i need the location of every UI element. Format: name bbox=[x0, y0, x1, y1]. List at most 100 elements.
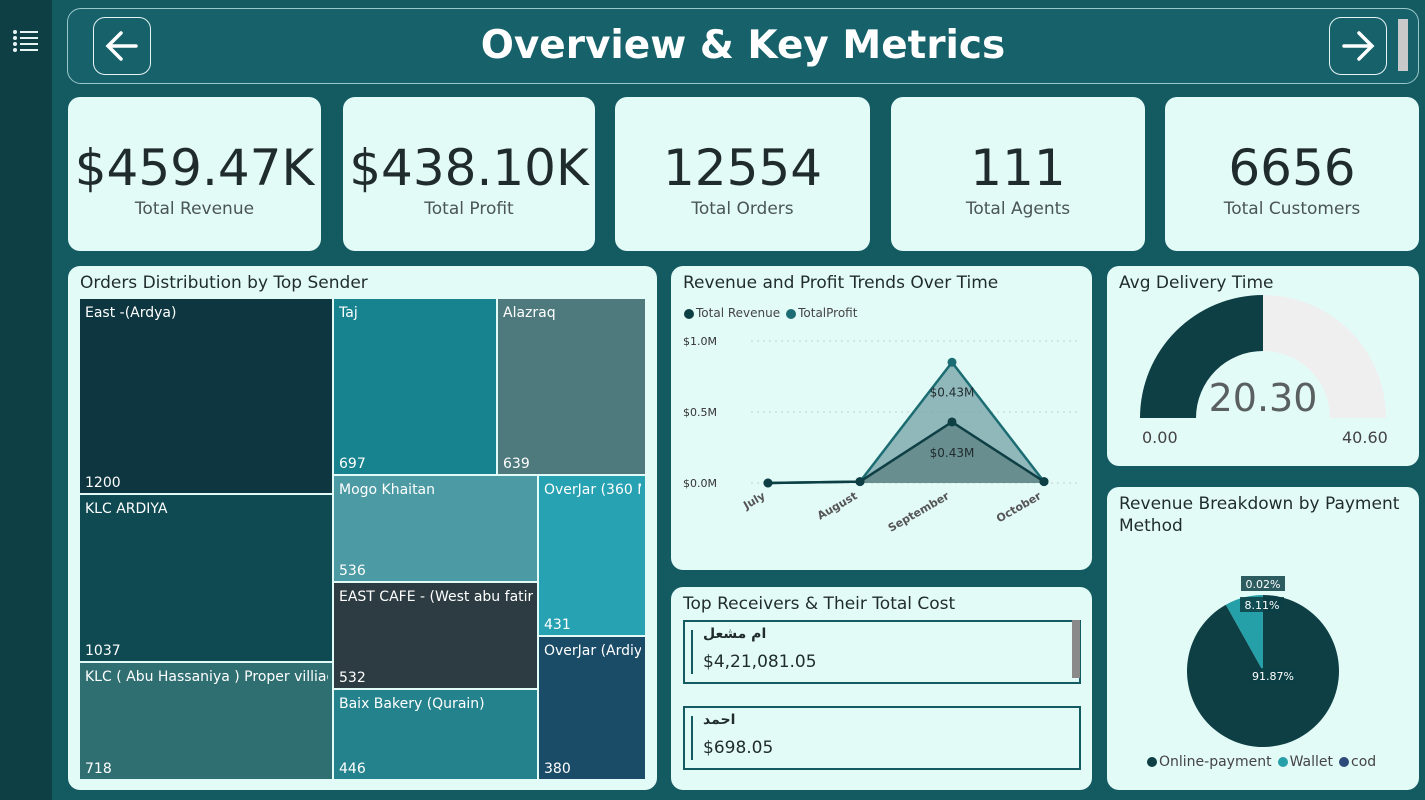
kpi-total-revenue: $459.47K Total Revenue bbox=[68, 97, 321, 251]
kpi-label: Total Profit bbox=[424, 199, 514, 219]
receiver-cost: $698.05 bbox=[703, 738, 774, 758]
treemap-tile[interactable]: Mogo Khaitan 536 bbox=[333, 475, 538, 582]
gauge-fill bbox=[1140, 295, 1263, 418]
pie-data-label: 8.11% bbox=[1245, 599, 1280, 612]
kpi-label: Total Customers bbox=[1223, 199, 1361, 219]
legend-item[interactable]: Online-payment bbox=[1147, 754, 1272, 770]
payment-card: Revenue Breakdown by Payment Method 0.02… bbox=[1107, 487, 1419, 790]
kpi-value: 6656 bbox=[1228, 139, 1356, 197]
tile-label: OverJar (360 Mall) bbox=[544, 482, 641, 498]
kpi-total-orders: 12554 Total Orders bbox=[615, 97, 870, 251]
y-tick-label: $0.5M bbox=[683, 406, 717, 419]
treemap-tile[interactable]: East -(Ardya) 1200 bbox=[79, 298, 333, 494]
receiver-name: ام مشعل bbox=[703, 626, 767, 642]
tile-label: East -(Ardya) bbox=[85, 305, 177, 321]
pie-label-bg bbox=[1240, 597, 1284, 612]
kpi-value: $438.10K bbox=[349, 139, 589, 197]
payment-title: Revenue Breakdown by Payment Method bbox=[1119, 494, 1400, 536]
legend-label: cod bbox=[1351, 754, 1377, 770]
back-button[interactable] bbox=[93, 17, 151, 75]
receiver-card[interactable]: ام مشعل $4,21,081.05 bbox=[683, 620, 1081, 684]
x-tick-label: September bbox=[886, 489, 952, 535]
trend-title: Revenue and Profit Trends Over Time bbox=[683, 273, 999, 293]
kpi-value: 12554 bbox=[662, 139, 823, 197]
treemap-title: Orders Distribution by Top Sender bbox=[80, 273, 368, 293]
tile-value: 1037 bbox=[85, 643, 121, 659]
gauge-title: Avg Delivery Time bbox=[1119, 273, 1274, 293]
sidebar bbox=[0, 0, 52, 800]
treemap-tile[interactable]: OverJar (360 Mall) 431 bbox=[538, 475, 646, 636]
accent-bar bbox=[691, 630, 693, 674]
legend-item[interactable]: TotalProfit bbox=[786, 306, 857, 320]
kpi-value: $459.47K bbox=[74, 139, 315, 197]
kpi-total-agents: 111 Total Agents bbox=[891, 97, 1145, 251]
treemap-tile[interactable]: Baix Bakery (Qurain) 446 bbox=[333, 689, 538, 780]
legend-dot-icon bbox=[786, 308, 797, 319]
kpi-label: Total Agents bbox=[965, 199, 1071, 219]
pie-label-bg bbox=[1251, 668, 1295, 683]
arrow-right-icon bbox=[1342, 31, 1375, 61]
legend-label: TotalProfit bbox=[798, 306, 858, 320]
legend-item[interactable]: cod bbox=[1339, 754, 1376, 770]
menu-list-icon[interactable] bbox=[12, 28, 40, 54]
tile-value: 431 bbox=[544, 617, 571, 633]
trend-card: Revenue and Profit Trends Over Time Tota… bbox=[671, 266, 1092, 570]
pie-slice[interactable] bbox=[1225, 595, 1263, 671]
treemap-tile[interactable]: Taj 697 bbox=[333, 298, 497, 475]
tile-label: EAST CAFE - (West abu fatira) bbox=[339, 589, 533, 605]
arrow-left-icon bbox=[105, 31, 138, 61]
treemap-tile[interactable]: KLC ( Abu Hassaniya ) Proper villiage 71… bbox=[79, 662, 333, 780]
payment-legend: Online-payment Wallet cod bbox=[1147, 754, 1376, 770]
treemap-tile[interactable]: EAST CAFE - (West abu fatira) 532 bbox=[333, 582, 538, 689]
legend-dot-icon bbox=[1277, 757, 1288, 767]
receiver-name: احمد bbox=[703, 712, 736, 728]
tile-label: KLC ( Abu Hassaniya ) Proper villiage bbox=[85, 669, 328, 685]
trend-chart: $1.0M $0.5M $0.0M July August September Octobe… bbox=[683, 335, 1081, 535]
data-point[interactable] bbox=[1039, 477, 1049, 487]
tile-value: 697 bbox=[339, 456, 366, 472]
data-label: $0.43M bbox=[930, 446, 975, 460]
legend-label: Total Revenue bbox=[696, 306, 781, 320]
kpi-value: 111 bbox=[970, 139, 1066, 197]
y-tick-label: $1.0M bbox=[683, 335, 717, 348]
legend-label: Online-payment bbox=[1159, 754, 1272, 770]
legend-dot-icon bbox=[1339, 757, 1349, 767]
legend-label: Wallet bbox=[1289, 754, 1333, 770]
x-tick-label: July bbox=[740, 489, 767, 512]
scrollbar[interactable] bbox=[1398, 19, 1408, 71]
receiver-card[interactable]: احمد $698.05 bbox=[683, 706, 1081, 770]
treemap-card: Orders Distribution by Top Sender East -… bbox=[68, 266, 657, 790]
gauge-value: 20.30 bbox=[1208, 376, 1318, 420]
treemap-tile[interactable]: KLC ARDIYA 1037 bbox=[79, 494, 333, 662]
legend-item[interactable]: Total Revenue bbox=[684, 306, 780, 320]
list-scrollbar[interactable] bbox=[1072, 620, 1080, 678]
tile-value: 532 bbox=[339, 670, 366, 686]
tile-label: KLC ARDIYA bbox=[85, 501, 168, 517]
tile-value: 536 bbox=[339, 563, 366, 579]
data-point[interactable] bbox=[947, 417, 957, 427]
treemap-tile[interactable]: Alazraq 639 bbox=[497, 298, 646, 475]
treemap-tile[interactable]: OverJar (Ardiya) 380 bbox=[538, 636, 646, 780]
tile-value: 446 bbox=[339, 761, 366, 777]
gauge-chart bbox=[1140, 295, 1386, 418]
x-tick-label: August bbox=[815, 489, 859, 522]
kpi-total-profit: $438.10K Total Profit bbox=[343, 97, 595, 251]
kpi-label: Total Orders bbox=[691, 199, 794, 219]
kpi-total-customers: 6656 Total Customers bbox=[1165, 97, 1419, 251]
data-point[interactable] bbox=[855, 477, 865, 487]
gauge-min: 0.00 bbox=[1142, 428, 1178, 447]
gauge-max: 40.60 bbox=[1342, 428, 1388, 447]
data-point[interactable] bbox=[947, 357, 957, 367]
tile-label: Baix Bakery (Qurain) bbox=[339, 696, 485, 712]
legend-item[interactable]: Wallet bbox=[1277, 754, 1333, 770]
kpi-label: Total Revenue bbox=[134, 199, 255, 219]
y-tick-label: $0.0M bbox=[683, 477, 717, 490]
data-point[interactable] bbox=[763, 478, 773, 488]
legend-dot-icon bbox=[1147, 757, 1157, 767]
tile-label: OverJar (Ardiya) bbox=[544, 643, 641, 659]
series-line bbox=[767, 420, 1045, 485]
tile-label: Taj bbox=[339, 305, 358, 321]
next-button[interactable] bbox=[1329, 17, 1387, 75]
tile-value: 1200 bbox=[85, 475, 121, 491]
legend-dot-icon bbox=[684, 308, 694, 319]
